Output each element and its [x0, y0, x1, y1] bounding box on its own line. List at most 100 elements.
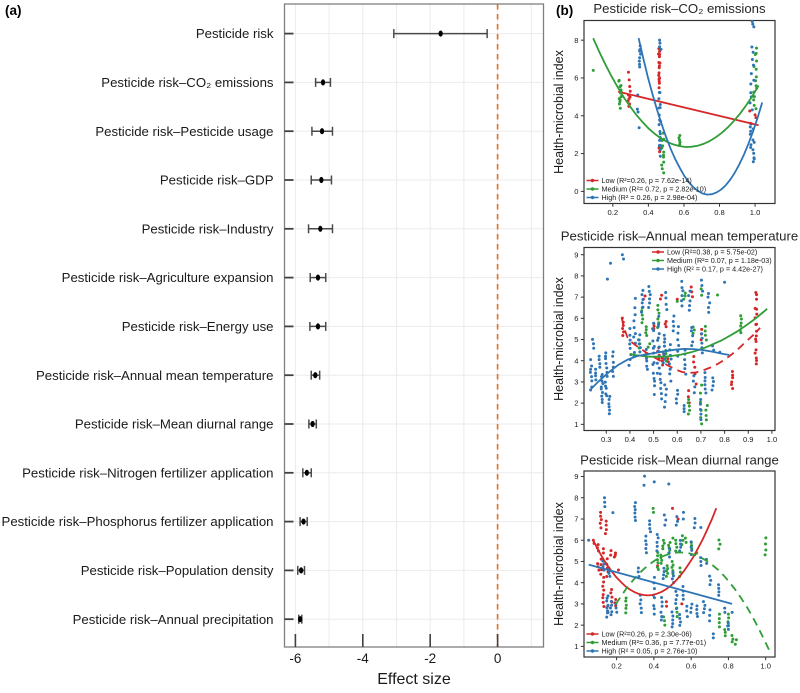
data-point — [672, 314, 676, 318]
data-point — [752, 140, 756, 144]
legend-label: High (R² = 0.26, p = 2.98e-04) — [602, 193, 698, 202]
data-point — [590, 364, 594, 368]
data-point — [754, 51, 758, 55]
data-point — [717, 617, 721, 621]
data-point — [711, 384, 715, 388]
y-tick-label: 3 — [574, 600, 578, 609]
data-point — [627, 78, 631, 82]
data-point — [662, 150, 666, 154]
data-point — [607, 402, 611, 406]
series-medium-points — [624, 506, 768, 646]
data-point — [658, 372, 662, 376]
legend-label: High (R² = 0.17, p = 4.42e-27) — [667, 265, 763, 274]
data-point — [712, 348, 716, 352]
data-point — [748, 109, 752, 113]
data-point — [749, 143, 753, 147]
data-point — [755, 59, 759, 63]
data-point — [703, 379, 707, 383]
data-point — [678, 616, 682, 620]
data-point — [652, 575, 656, 579]
data-point — [689, 545, 693, 549]
data-point — [635, 107, 639, 111]
data-point — [710, 388, 714, 392]
data-point — [739, 321, 743, 325]
y-tick-label: 2 — [574, 149, 578, 158]
data-point — [664, 518, 668, 522]
legend-label: Medium (R²= 0.36, p = 7.77e-01) — [602, 638, 707, 647]
fit-curve-high — [589, 347, 730, 392]
category-label: Pesticide risk–Phosphorus fertilizer app… — [2, 514, 274, 529]
data-point — [627, 363, 631, 367]
data-point — [611, 374, 615, 378]
data-point — [590, 379, 594, 383]
data-point — [617, 102, 621, 106]
data-point — [692, 526, 696, 530]
data-point — [610, 603, 614, 607]
x-tick-label: 1.0 — [760, 662, 771, 671]
y-tick-label: 1 — [574, 420, 578, 429]
data-point — [657, 55, 661, 59]
data-point — [754, 356, 758, 360]
data-point — [675, 515, 679, 519]
data-point — [600, 373, 604, 377]
forest-row: Pesticide risk–Population density — [81, 563, 306, 578]
legend-label: Low (R²=0.38, p = 5.75e-02) — [667, 248, 757, 257]
data-point — [748, 125, 752, 129]
data-point — [680, 286, 684, 290]
data-point — [715, 293, 719, 297]
data-point — [755, 359, 759, 363]
data-point — [682, 403, 686, 407]
data-point — [657, 332, 661, 336]
data-point — [676, 349, 680, 353]
data-point — [658, 41, 662, 45]
category-label: Pesticide risk–CO₂ emissions — [101, 75, 274, 90]
data-point — [691, 340, 695, 344]
data-point — [755, 46, 759, 50]
data-point — [638, 56, 642, 60]
data-point — [657, 314, 661, 318]
data-point — [608, 408, 612, 412]
data-point — [661, 361, 665, 365]
data-point — [605, 557, 609, 561]
forest-row: Pesticide risk–Pesticide usage — [95, 124, 334, 139]
data-point — [733, 642, 737, 646]
data-point — [699, 412, 703, 416]
forest-row: Pesticide risk–Annual mean temperature — [36, 368, 321, 383]
legend-label: High (R² = 0.05, p = 2.76e-10) — [602, 647, 698, 656]
data-point — [667, 482, 671, 486]
data-point — [600, 398, 604, 402]
data-point — [587, 538, 591, 542]
data-point — [675, 610, 679, 614]
data-point — [695, 611, 699, 615]
data-point — [657, 366, 661, 370]
data-point — [695, 607, 699, 611]
data-point — [705, 403, 709, 407]
data-point — [717, 586, 721, 590]
data-point — [590, 375, 594, 379]
effect-size-dot — [301, 518, 306, 525]
data-point — [594, 374, 598, 378]
data-point — [601, 593, 605, 597]
plot-ylabel: Health-microbial index — [552, 49, 566, 173]
legend: Low (R²=0.26, p = 7.62e-14)Medium (R²= 0… — [586, 176, 706, 202]
data-point — [749, 82, 753, 86]
data-point — [641, 317, 645, 321]
data-point — [751, 22, 755, 26]
data-point — [648, 301, 652, 305]
data-point — [680, 534, 684, 538]
data-point — [731, 387, 735, 391]
forest-row: Pesticide risk–Agriculture expansion — [62, 270, 327, 285]
forest-row: Pesticide risk–CO₂ emissions — [101, 75, 332, 90]
data-point — [754, 348, 758, 352]
data-point — [690, 602, 694, 606]
data-point — [648, 523, 652, 527]
data-point — [708, 301, 712, 305]
data-point — [622, 257, 626, 261]
data-point — [659, 47, 663, 51]
x-tick-label: 0.2 — [608, 208, 619, 217]
data-point — [611, 511, 615, 515]
data-point — [661, 577, 665, 581]
data-point — [686, 401, 690, 405]
data-point — [667, 362, 671, 366]
category-label: Pesticide risk–Population density — [81, 563, 274, 578]
